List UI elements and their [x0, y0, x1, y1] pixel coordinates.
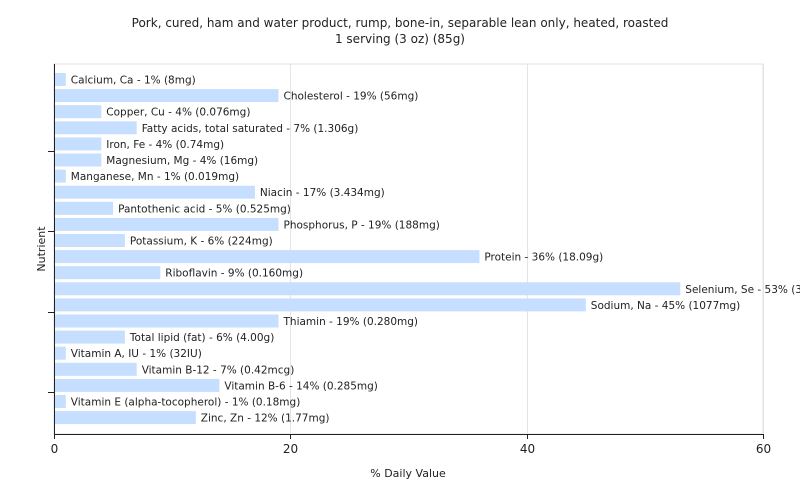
bar: [55, 298, 586, 312]
bar-labels: Calcium, Ca - 1% (8mg) Cholesterol - 19% …: [71, 75, 800, 425]
bar: [55, 314, 279, 328]
bar-label: Vitamin B-6 - 14% (0.285mg): [224, 380, 378, 392]
bar: [55, 378, 220, 392]
bar: [55, 395, 66, 408]
x-tick-label: 20: [283, 442, 298, 456]
bar-label: Fatty acids, total saturated - 7% (1.306…: [142, 123, 359, 135]
bar: [55, 137, 102, 151]
bar-label: Total lipid (fat) - 6% (4.00g): [129, 332, 274, 344]
chart-subtitle: 1 serving (3 oz) (85g): [334, 32, 465, 46]
y-axis-title: Nutrient: [35, 226, 48, 272]
bar-label: Thiamin - 19% (0.280mg): [283, 316, 419, 328]
bars: [55, 73, 681, 425]
bar: [55, 217, 279, 231]
bar: [55, 346, 66, 360]
bar-label: Iron, Fe - 4% (0.74mg): [106, 139, 224, 151]
bar-label: Pantothenic acid - 5% (0.525mg): [118, 203, 291, 215]
bar-label: Niacin - 17% (3.434mg): [260, 187, 385, 199]
bar-label: Cholesterol - 19% (56mg): [284, 91, 419, 103]
bar: [55, 234, 125, 247]
x-tick-label: 40: [520, 442, 535, 456]
bar: [55, 250, 480, 264]
bar-label: Vitamin B-12 - 7% (0.42mcg): [142, 364, 295, 376]
bar-label: Manganese, Mn - 1% (0.019mg): [71, 171, 239, 183]
bar-label: Protein - 36% (18.09g): [484, 252, 603, 264]
bar-label: Potassium, K - 6% (224mg): [130, 236, 273, 248]
x-tick-label: 60: [756, 442, 771, 456]
bar: [55, 201, 114, 215]
bar-label: Copper, Cu - 4% (0.076mg): [106, 107, 250, 119]
bar-label: Selenium, Se - 53% (36.9mcg): [685, 284, 800, 296]
bar: [55, 121, 137, 135]
bar: [55, 169, 66, 183]
bar-label: Calcium, Ca - 1% (8mg): [71, 75, 196, 87]
bar: [55, 362, 137, 376]
bar-label: Vitamin A, IU - 1% (32IU): [71, 348, 202, 360]
x-axis-title: % Daily Value: [370, 467, 446, 480]
bar: [55, 266, 161, 280]
bar: [55, 153, 102, 167]
bar: [55, 105, 102, 119]
bar: [55, 185, 255, 199]
bar-label: Phosphorus, P - 19% (188mg): [284, 219, 440, 231]
plot-area: [53, 63, 764, 435]
bar: [55, 89, 279, 103]
bar: [55, 282, 681, 296]
chart-title: Pork, cured, ham and water product, rump…: [131, 16, 669, 30]
bar-label: Magnesium, Mg - 4% (16mg): [106, 155, 258, 167]
bar-label: Riboflavin - 9% (0.160mg): [165, 268, 303, 280]
bar-label: Vitamin E (alpha-tocopherol) - 1% (0.18m…: [71, 397, 300, 409]
bar: [55, 330, 125, 344]
axes: 0 20 40 60: [48, 64, 771, 456]
grid-lines: [290, 64, 764, 434]
bar: [55, 73, 66, 86]
bar: [55, 411, 196, 425]
x-tick-label: 0: [51, 442, 59, 456]
bar-label: Zinc, Zn - 12% (1.77mg): [201, 413, 330, 425]
bar-label: Sodium, Na - 45% (1077mg): [591, 300, 740, 312]
